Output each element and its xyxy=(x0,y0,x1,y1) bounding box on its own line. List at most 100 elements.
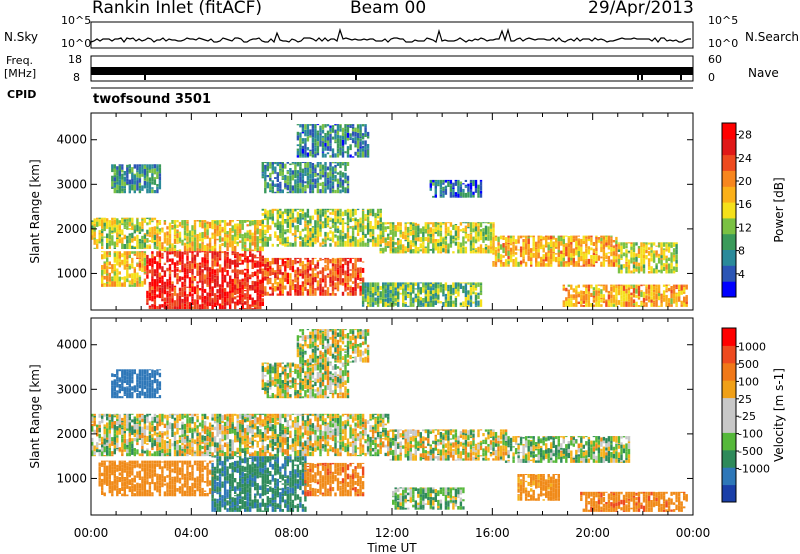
power-cell xyxy=(369,303,372,307)
power-cell xyxy=(231,246,234,252)
velocity-cell xyxy=(96,428,99,433)
power-cell xyxy=(675,287,678,290)
power-cell xyxy=(647,270,651,274)
power-cell xyxy=(497,245,500,249)
power-cell xyxy=(382,222,385,226)
power-cell xyxy=(296,257,300,259)
power-cell xyxy=(364,225,367,230)
power-cell xyxy=(642,246,646,249)
power-cell xyxy=(630,292,633,296)
velocity-cell xyxy=(126,439,129,442)
velocity-cell xyxy=(176,418,179,424)
power-cell xyxy=(141,226,144,229)
power-cell xyxy=(685,295,688,297)
power-cell xyxy=(371,229,375,235)
power-cell xyxy=(306,240,310,244)
power-cell xyxy=(339,277,342,285)
power-cell xyxy=(642,264,646,269)
velocity-cell xyxy=(131,438,134,442)
power-cell xyxy=(610,246,613,252)
power-cell xyxy=(128,281,131,285)
power-cell xyxy=(216,251,219,258)
power-cell xyxy=(138,283,142,287)
power-cell xyxy=(356,151,360,155)
power-cell xyxy=(454,305,458,307)
power-cell xyxy=(647,242,651,245)
power-cell xyxy=(181,302,184,305)
power-cell xyxy=(126,221,129,226)
power-cell xyxy=(640,242,643,244)
power-cell xyxy=(392,248,395,253)
power-cell xyxy=(670,246,673,248)
velocity-cell xyxy=(113,414,116,416)
power-cell xyxy=(193,241,197,246)
power-cell xyxy=(467,186,470,192)
power-cell xyxy=(304,223,307,228)
power-cell xyxy=(650,247,653,249)
power-cell xyxy=(364,288,367,290)
velocity-cell xyxy=(96,427,99,429)
power-cell xyxy=(570,242,573,245)
power-cell xyxy=(585,235,588,237)
power-cell xyxy=(657,293,661,297)
power-cell xyxy=(286,236,289,240)
power-cell xyxy=(218,235,222,240)
power-cell xyxy=(444,245,448,249)
power-cell xyxy=(198,265,202,271)
power-cell xyxy=(93,218,96,224)
power-cell xyxy=(143,242,147,248)
power-cell xyxy=(595,247,598,252)
power-cell xyxy=(321,169,325,175)
power-cell xyxy=(412,224,415,227)
power-cell xyxy=(351,135,355,137)
power-cell xyxy=(582,284,585,288)
power-cell xyxy=(622,244,626,249)
power-cell xyxy=(462,239,465,246)
power-cell xyxy=(203,227,207,232)
power-cell xyxy=(244,259,247,263)
power-cell xyxy=(118,179,121,186)
velocity-cell xyxy=(126,415,129,419)
power-cell xyxy=(582,259,585,265)
power-cell xyxy=(329,133,332,138)
power-cell xyxy=(111,217,114,221)
power-cell xyxy=(356,282,360,289)
power-cell xyxy=(251,241,254,246)
power-cell xyxy=(356,278,360,280)
power-cell xyxy=(439,227,443,231)
power-cell xyxy=(306,225,310,230)
power-cell xyxy=(602,235,606,240)
power-cell xyxy=(208,289,212,293)
power-cell xyxy=(274,258,277,265)
power-cell xyxy=(622,264,626,269)
power-cell xyxy=(111,239,114,246)
power-cell xyxy=(467,283,470,285)
power-cell xyxy=(667,263,671,270)
power-cell xyxy=(121,173,124,180)
velocity-cell xyxy=(93,413,96,416)
power-cell xyxy=(158,279,162,284)
power-cell xyxy=(612,259,616,263)
power-cell xyxy=(414,234,417,238)
velocity-cell xyxy=(251,445,254,448)
power-cell xyxy=(346,152,350,155)
power-cell xyxy=(344,179,347,181)
power-cell xyxy=(509,235,513,239)
power-cell xyxy=(472,301,475,304)
power-cell xyxy=(301,149,305,154)
power-cell xyxy=(389,251,392,254)
power-cell xyxy=(254,289,257,293)
power-cell xyxy=(607,300,611,304)
power-y-tick-label: 4000 xyxy=(56,133,87,147)
power-cell xyxy=(424,302,427,304)
power-cell xyxy=(329,176,332,181)
power-cell xyxy=(304,138,307,144)
power-cell xyxy=(146,188,149,194)
power-cell xyxy=(524,261,528,267)
power-cell xyxy=(168,293,172,296)
power-cell xyxy=(535,241,538,248)
power-cell xyxy=(306,259,310,263)
power-cell xyxy=(597,296,601,301)
power-cell xyxy=(417,232,420,235)
power-cell xyxy=(314,220,317,226)
